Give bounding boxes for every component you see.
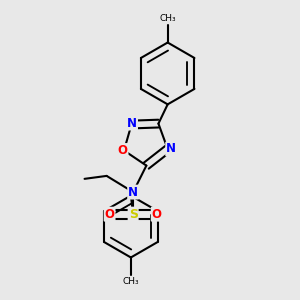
Text: CH₃: CH₃ xyxy=(159,14,176,23)
Text: O: O xyxy=(118,144,128,157)
Text: CH₃: CH₃ xyxy=(122,277,139,286)
Text: O: O xyxy=(152,208,162,221)
Text: N: N xyxy=(127,117,137,130)
Text: N: N xyxy=(166,142,176,155)
Text: O: O xyxy=(105,208,115,221)
Text: S: S xyxy=(129,208,138,221)
Text: N: N xyxy=(128,186,138,199)
